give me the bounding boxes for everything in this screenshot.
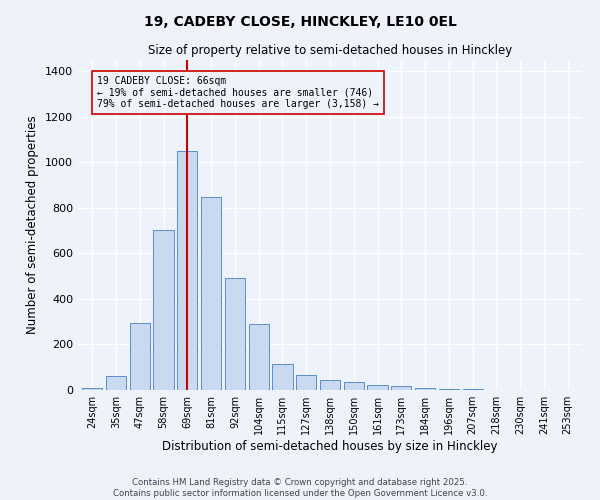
Title: Size of property relative to semi-detached houses in Hinckley: Size of property relative to semi-detach… bbox=[148, 44, 512, 58]
Bar bbox=[272, 364, 293, 390]
Bar bbox=[106, 376, 126, 390]
Bar bbox=[391, 386, 412, 390]
Bar bbox=[344, 382, 364, 390]
Bar bbox=[154, 230, 173, 390]
Y-axis label: Number of semi-detached properties: Number of semi-detached properties bbox=[26, 116, 40, 334]
Bar bbox=[415, 388, 435, 390]
Bar bbox=[367, 386, 388, 390]
Bar bbox=[296, 375, 316, 390]
Bar bbox=[177, 151, 197, 390]
Text: 19, CADEBY CLOSE, HINCKLEY, LE10 0EL: 19, CADEBY CLOSE, HINCKLEY, LE10 0EL bbox=[143, 15, 457, 29]
Bar bbox=[320, 380, 340, 390]
Bar bbox=[201, 196, 221, 390]
Bar bbox=[130, 323, 150, 390]
Text: 19 CADEBY CLOSE: 66sqm
← 19% of semi-detached houses are smaller (746)
79% of se: 19 CADEBY CLOSE: 66sqm ← 19% of semi-det… bbox=[97, 76, 379, 109]
Bar bbox=[82, 388, 103, 390]
Text: Contains HM Land Registry data © Crown copyright and database right 2025.
Contai: Contains HM Land Registry data © Crown c… bbox=[113, 478, 487, 498]
X-axis label: Distribution of semi-detached houses by size in Hinckley: Distribution of semi-detached houses by … bbox=[162, 440, 498, 453]
Bar bbox=[248, 324, 269, 390]
Bar bbox=[225, 278, 245, 390]
